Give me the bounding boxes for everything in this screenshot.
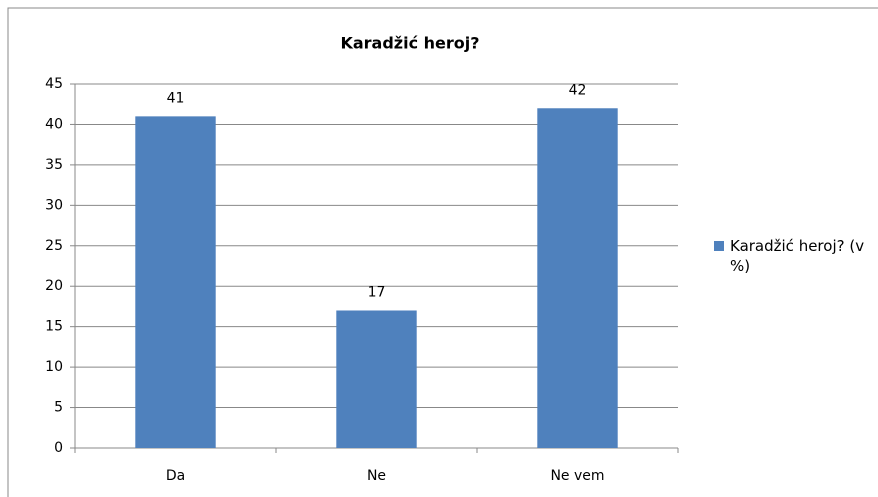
y-tick-label: 30 (45, 197, 63, 213)
legend: Karadžić heroj? (v %) (714, 236, 878, 276)
y-tick-label: 25 (45, 238, 63, 254)
y-tick-label: 45 (45, 76, 63, 92)
y-tick-label: 10 (45, 359, 63, 375)
data-label: 17 (368, 284, 386, 300)
y-tick-label: 5 (54, 400, 63, 416)
data-label: 42 (569, 82, 587, 98)
bar (336, 310, 417, 448)
bar (135, 116, 216, 448)
y-tick-label: 0 (54, 440, 63, 456)
y-tick-label: 15 (45, 319, 63, 335)
data-label: 41 (167, 90, 185, 106)
x-tick-label: Da (166, 468, 185, 484)
y-tick-label: 35 (45, 157, 63, 173)
x-tick-label: Ne (367, 468, 386, 484)
bar (537, 108, 618, 449)
legend-label: Karadžić heroj? (v %) (730, 237, 865, 275)
chart-title: Karadžić heroj? (340, 34, 479, 53)
legend-key (714, 241, 724, 251)
y-tick-label: 40 (45, 116, 63, 132)
x-tick-label: Ne vem (550, 468, 604, 484)
y-tick-label: 20 (45, 278, 63, 294)
